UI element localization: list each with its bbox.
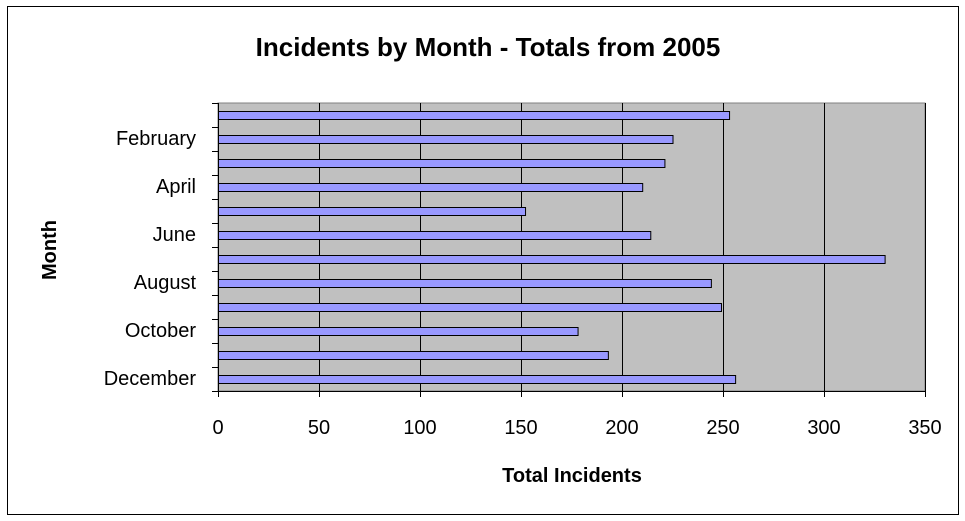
y-tick-label-june: June	[153, 224, 196, 246]
x-tick-label-300: 300	[807, 417, 840, 439]
x-tick-label-50: 50	[308, 417, 330, 439]
y-tick-label-december: December	[104, 368, 197, 390]
x-tick-label-150: 150	[504, 417, 537, 439]
axes	[212, 103, 926, 397]
bar-december	[218, 375, 737, 384]
bar-june	[218, 231, 652, 240]
gridlines	[319, 103, 926, 391]
bar-february	[218, 135, 674, 144]
x-tick-label-0: 0	[212, 417, 223, 439]
y-axis-title: Month	[39, 220, 61, 280]
bar-august	[218, 279, 712, 288]
bar-july	[218, 255, 886, 264]
x-tick-label-250: 250	[706, 417, 739, 439]
x-axis-title: Total Incidents	[502, 465, 642, 487]
bar-september	[218, 303, 722, 312]
y-tick-label-august: August	[134, 272, 197, 294]
plot-area	[217, 102, 926, 392]
bar-april	[218, 183, 644, 192]
bar-october	[218, 327, 579, 336]
y-tick-label-october: October	[125, 320, 196, 342]
x-tick-label-350: 350	[908, 417, 941, 439]
bar-november	[218, 351, 609, 360]
chart-title: Incidents by Month - Totals from 2005	[256, 32, 721, 62]
bars	[218, 111, 886, 384]
bar-january	[218, 111, 731, 120]
y-tick-label-april: April	[156, 176, 196, 198]
x-tick-labels: 0 50 100 150 200 250 300 350	[212, 417, 941, 439]
y-tick-label-february: February	[116, 128, 196, 150]
y-tick-labels: February April June August October December	[104, 128, 197, 390]
x-tick-label-100: 100	[403, 417, 436, 439]
x-tick-label-200: 200	[605, 417, 638, 439]
bar-may	[218, 207, 527, 216]
bar-march	[218, 159, 666, 168]
